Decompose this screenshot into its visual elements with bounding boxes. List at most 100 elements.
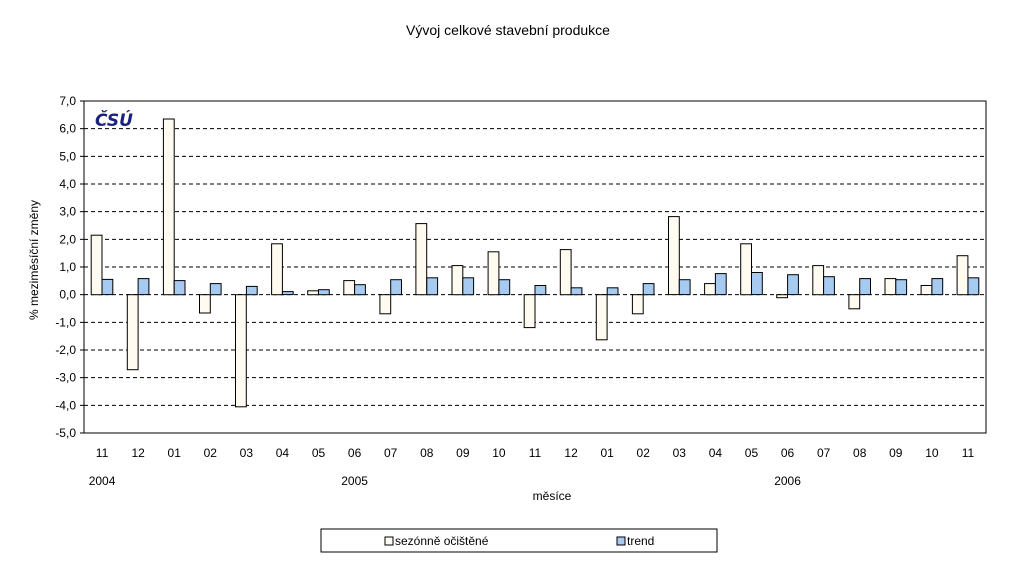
- x-tick-label: 09: [889, 446, 903, 460]
- bar-trend: [931, 278, 944, 296]
- bar-trend: [281, 291, 294, 296]
- y-tick-label: -2,0: [55, 343, 76, 357]
- bar-seasonal: [487, 251, 500, 296]
- x-tick-label: 08: [420, 446, 434, 460]
- x-axis-label: měsíce: [533, 489, 572, 503]
- bar-trend: [823, 276, 835, 296]
- grid-lines: [84, 128, 986, 406]
- bar-seasonal: [343, 280, 356, 296]
- y-tick-label: 4,0: [59, 177, 76, 191]
- bar-seasonal: [920, 285, 933, 296]
- bar-trend: [787, 274, 799, 296]
- y-tick-label: -1,0: [55, 315, 76, 329]
- y-tick-label: 3,0: [59, 205, 76, 219]
- bar-seasonal: [379, 294, 392, 315]
- x-tick-label: 02: [637, 446, 651, 460]
- bar-seasonal: [235, 294, 247, 408]
- year-label: 2006: [774, 474, 801, 488]
- x-tick-label: 04: [276, 446, 290, 460]
- bar-seasonal: [523, 294, 536, 329]
- legend-swatch-seasonal: [384, 536, 394, 546]
- y-tick-label: 2,0: [59, 232, 76, 246]
- bar-seasonal: [126, 294, 139, 371]
- bar-seasonal: [595, 294, 608, 341]
- x-tick-label: 08: [853, 446, 867, 460]
- bar-trend: [967, 277, 980, 296]
- bar-trend: [390, 279, 403, 296]
- bar-trend: [534, 285, 547, 296]
- chart-title: Vývoj celkové stavební produkce: [406, 22, 610, 38]
- x-tick-label: 11: [962, 446, 975, 460]
- x-tick-label: 10: [492, 446, 506, 460]
- csu-logo: ČSÚ: [95, 109, 133, 131]
- bar-trend: [570, 287, 583, 296]
- bar-trend: [859, 278, 872, 296]
- x-tick-label: 07: [384, 446, 398, 460]
- x-tick-label: 05: [745, 446, 759, 460]
- bars: [90, 118, 980, 408]
- y-tick-label: -5,0: [55, 426, 76, 440]
- bar-trend: [498, 279, 511, 296]
- x-tick-label: 09: [456, 446, 470, 460]
- bar-seasonal: [776, 294, 789, 299]
- x-axis-ticks: 11 12 01 02 03 04 05 06 07 08 09 10 11 12 01 02 03 04 05 06…: [96, 446, 975, 460]
- y-tick-label: 7,0: [59, 94, 76, 108]
- bar-trend: [173, 280, 186, 296]
- bar-trend: [678, 279, 691, 296]
- y-tick-label: 1,0: [59, 260, 76, 274]
- x-tick-label: 05: [312, 446, 326, 460]
- bar-seasonal: [848, 294, 861, 310]
- x-tick-label: 11: [96, 446, 109, 460]
- bar-seasonal: [199, 294, 211, 314]
- bar-trend: [714, 273, 727, 296]
- bar-seasonal: [559, 249, 572, 296]
- x-tick-label: 01: [600, 446, 614, 460]
- year-label: 2004: [89, 474, 116, 488]
- x-tick-label: 07: [817, 446, 831, 460]
- x-tick-label: 06: [348, 446, 362, 460]
- bar-seasonal: [704, 283, 716, 296]
- year-labels: 2004 2005 2006: [89, 474, 802, 488]
- bar-trend: [642, 283, 655, 296]
- legend-label-trend: trend: [627, 534, 654, 548]
- legend: sezónně očištěné trend: [320, 528, 718, 553]
- bar-seasonal: [812, 265, 825, 296]
- bar-seasonal: [307, 290, 320, 296]
- legend-label-seasonal: sezónně očištěné: [395, 534, 489, 548]
- legend-swatch-trend: [616, 536, 626, 546]
- bar-seasonal: [162, 118, 175, 296]
- bar-trend: [245, 285, 258, 296]
- x-tick-label: 12: [564, 446, 578, 460]
- bar-seasonal: [668, 216, 680, 296]
- x-tick-label: 01: [168, 446, 182, 460]
- y-tick-label: -3,0: [55, 371, 76, 385]
- y-tick-label: 6,0: [59, 122, 76, 136]
- bar-seasonal: [271, 243, 283, 296]
- bar-trend: [101, 278, 114, 296]
- bar-seasonal: [415, 223, 428, 296]
- x-tick-label: 02: [204, 446, 218, 460]
- bar-seasonal: [956, 255, 969, 296]
- y-axis-ticks: 7,0 6,0 5,0 4,0 3,0 2,0 1,0 0,0 -1,0 -2,0 -3,0 -4,0…: [55, 94, 84, 440]
- y-tick-label: -4,0: [55, 398, 76, 412]
- bar-trend: [209, 283, 222, 296]
- bar-trend: [895, 279, 908, 296]
- x-tick-label: 03: [240, 446, 254, 460]
- bar-seasonal: [740, 243, 753, 296]
- x-tick-label: 04: [709, 446, 723, 460]
- x-tick-label: 12: [131, 446, 145, 460]
- year-label: 2005: [341, 474, 368, 488]
- x-tick-label: 06: [781, 446, 795, 460]
- x-tick-label: 11: [529, 446, 542, 460]
- bar-trend: [137, 278, 150, 296]
- y-axis-label: % meziměsíční změny: [27, 200, 41, 320]
- x-tick-label: 10: [925, 446, 939, 460]
- x-tick-label: 03: [673, 446, 687, 460]
- bar-seasonal: [884, 278, 897, 296]
- bar-trend: [751, 272, 763, 296]
- bar-seasonal: [451, 265, 464, 296]
- y-tick-label: 5,0: [59, 149, 76, 163]
- bar-trend: [354, 284, 366, 296]
- bar-trend: [462, 277, 475, 296]
